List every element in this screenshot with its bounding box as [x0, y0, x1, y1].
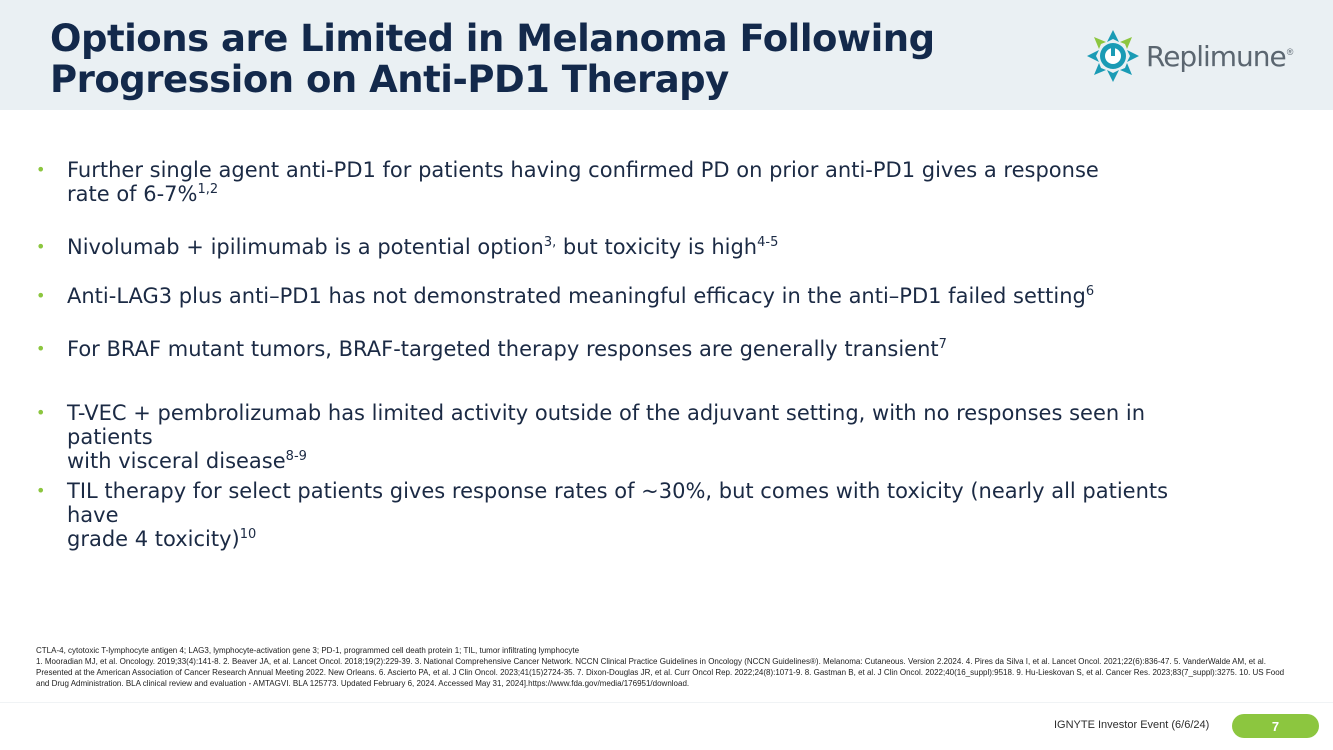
- citation: 3,: [543, 235, 557, 250]
- footnotes: CTLA-4, cytotoxic T-lymphocyte antigen 4…: [36, 645, 1296, 689]
- bullet-item: • TIL therapy for select patients gives …: [36, 479, 1216, 551]
- bullet-text: For BRAF mutant tumors, BRAF-targeted th…: [67, 337, 1216, 361]
- title-line-1: Options are Limited in Melanoma Followin…: [50, 17, 935, 60]
- bullet-text-part-2: but toxicity is high: [556, 235, 758, 259]
- title-line-2: Progression on Anti-PD1 Therapy: [50, 58, 729, 101]
- bullet-marker: •: [36, 160, 46, 179]
- footer-bar: [0, 702, 1333, 750]
- bullet-marker: •: [36, 339, 46, 358]
- page-number: 7: [1271, 718, 1280, 734]
- page-number-badge: 7: [1232, 714, 1319, 738]
- bullet-text: Anti-LAG3 plus anti–PD1 has not demonstr…: [67, 284, 1216, 308]
- citation: 4-5: [757, 235, 779, 250]
- bullet-text-line-2: with visceral disease: [67, 449, 286, 473]
- bullet-item: • T-VEC + pembrolizumab has limited acti…: [36, 401, 1216, 473]
- logo-registered-mark: ®: [1286, 47, 1294, 57]
- citation: 6: [1085, 284, 1095, 299]
- bullet-text-content: For BRAF mutant tumors, BRAF-targeted th…: [67, 337, 939, 361]
- citation: 8-9: [285, 449, 307, 464]
- bullet-text: T-VEC + pembrolizumab has limited activi…: [67, 401, 1216, 473]
- bullet-item: • Further single agent anti-PD1 for pati…: [36, 158, 1216, 206]
- citation: 7: [938, 337, 947, 352]
- bullet-text-line-1: T-VEC + pembrolizumab has limited activi…: [67, 401, 1146, 449]
- logo-wordmark: Replimune: [1146, 39, 1287, 73]
- bullet-text-content: Anti-LAG3 plus anti–PD1 has not demonstr…: [67, 284, 1086, 308]
- page-title: Options are Limited in Melanoma Followin…: [50, 18, 935, 100]
- bullet-text: Nivolumab + ipilimumab is a potential op…: [67, 235, 1216, 259]
- bullet-text-part-1: Nivolumab + ipilimumab is a potential op…: [67, 235, 544, 259]
- bullet-item: • For BRAF mutant tumors, BRAF-targeted …: [36, 337, 1216, 361]
- bullet-text: TIL therapy for select patients gives re…: [67, 479, 1216, 551]
- bullet-item: • Nivolumab + ipilimumab is a potential …: [36, 235, 1216, 259]
- bullet-text-line-2: grade 4 toxicity): [67, 527, 240, 551]
- bullet-text-line-1: Further single agent anti-PD1 for patien…: [67, 158, 1099, 182]
- citation: 1,2: [197, 182, 219, 197]
- bullet-text-line-2: rate of 6-7%: [67, 182, 198, 206]
- bullet-marker: •: [36, 403, 46, 422]
- bullet-marker: •: [36, 286, 46, 305]
- replimune-logo-icon: [1087, 30, 1139, 82]
- bullet-text: Further single agent anti-PD1 for patien…: [67, 158, 1216, 206]
- citation: 10: [239, 527, 257, 542]
- event-label: IGNYTE Investor Event (6/6/24): [1054, 719, 1210, 731]
- replimune-logo: Replimune ®: [1086, 30, 1293, 82]
- bullet-marker: •: [36, 237, 46, 256]
- bullet-text-line-1: TIL therapy for select patients gives re…: [67, 479, 1169, 527]
- bullet-marker: •: [36, 481, 46, 500]
- references-note: 1. Mooradian MJ, et al. Oncology. 2019;3…: [36, 657, 1285, 688]
- abbreviations-note: CTLA-4, cytotoxic T-lymphocyte antigen 4…: [36, 646, 580, 655]
- bullet-item: • Anti-LAG3 plus anti–PD1 has not demons…: [36, 284, 1216, 308]
